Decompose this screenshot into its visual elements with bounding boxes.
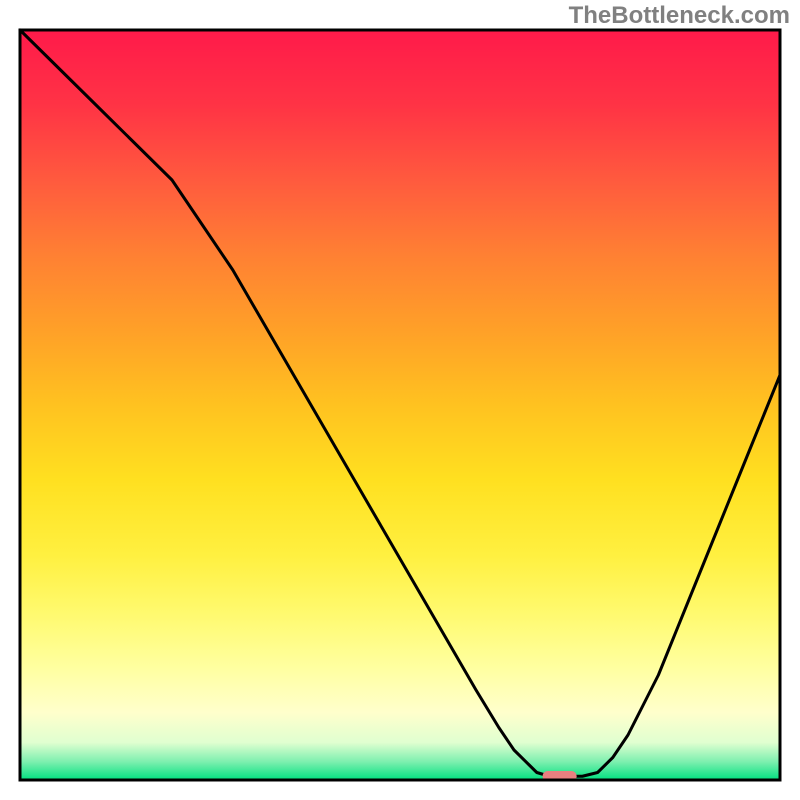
bottleneck-chart	[0, 0, 800, 800]
watermark-text: TheBottleneck.com	[569, 2, 790, 30]
chart-container: TheBottleneck.com	[0, 0, 800, 800]
